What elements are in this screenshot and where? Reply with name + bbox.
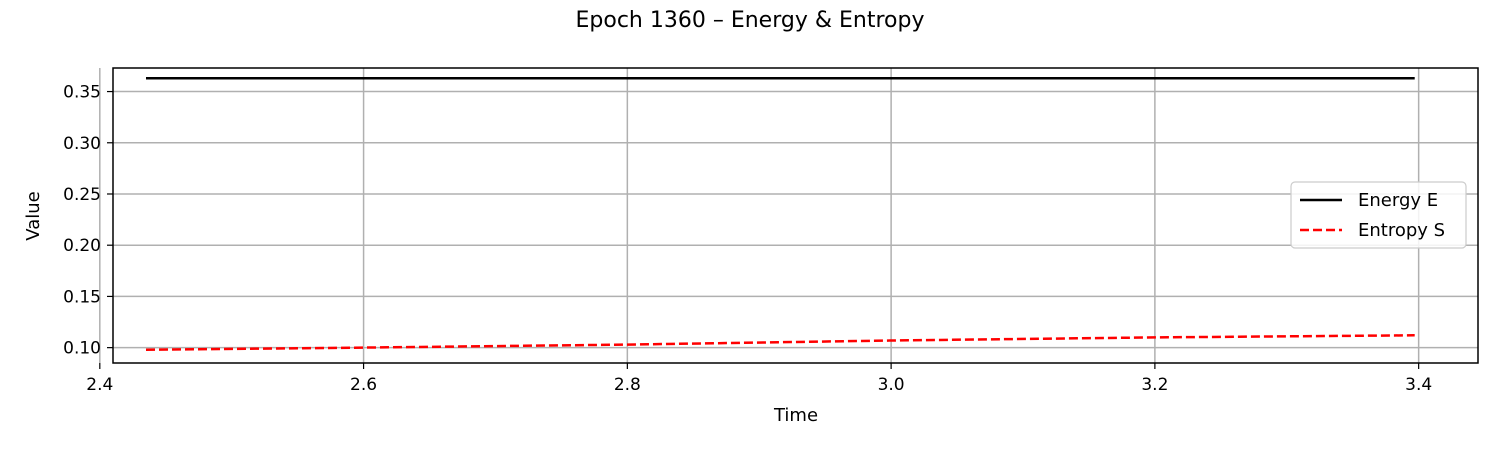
x-tick-label: 2.8 [614,375,641,395]
x-axis: 2.4 2.6 2.8 3.0 3.2 3.4 [86,363,1432,395]
legend-box [1290,181,1467,249]
y-tick-label: 0.15 [63,287,101,307]
y-tick-label: 0.35 [63,83,101,103]
y-tick-label: 0.10 [63,339,101,359]
x-tick-label: 2.6 [350,375,377,395]
legend: Energy E Entropy S [1290,181,1467,249]
y-tick-label: 0.25 [63,185,101,205]
plot-frame [112,67,1479,364]
x-tick-label: 2.4 [86,375,113,395]
y-axis-label: Value [23,191,44,240]
grid [99,68,1478,363]
plot-lines [145,76,1415,351]
y-tick-label: 0.30 [63,134,101,154]
legend-label-energy: Energy E [1358,190,1438,211]
series-line-entropy [145,334,1415,351]
x-tick-label: 3.0 [878,375,905,395]
legend-label-entropy: Entropy S [1358,220,1445,241]
x-axis-label: Time [773,405,818,426]
y-axis: 0.10 0.15 0.20 0.25 0.30 0.35 [63,83,113,359]
x-tick-label: 3.2 [1141,375,1168,395]
x-tick-label: 3.4 [1405,375,1432,395]
chart-title: Epoch 1360 – Energy & Entropy [576,8,925,33]
y-tick-label: 0.20 [63,236,101,256]
